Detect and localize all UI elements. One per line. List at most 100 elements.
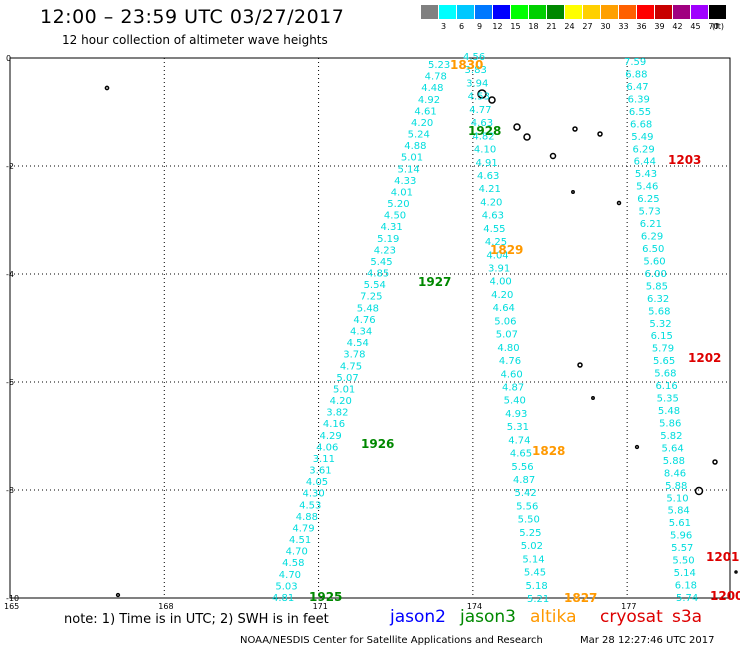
wave-height-value: 4.21 [479, 184, 501, 195]
legend-swatch [619, 5, 636, 19]
pass-number-label: 1829 [490, 243, 523, 257]
legend-bin-label: 18 [528, 22, 539, 31]
wave-height-value: 6.29 [632, 144, 654, 155]
wave-height-value: 5.43 [635, 169, 657, 180]
wave-height-value: 4.88 [404, 141, 426, 152]
wave-height-value: 6.39 [628, 94, 650, 105]
wave-height-value: 5.19 [377, 234, 399, 245]
wave-height-value: 4.91 [475, 158, 497, 169]
footer-note: note: 1) Time is in UTC; 2) SWH is in fe… [64, 612, 329, 627]
legend-bin-label: 30 [600, 22, 611, 31]
legend-swatch [547, 5, 564, 19]
wave-height-value: 4.29 [319, 431, 341, 442]
wave-height-value: 5.74 [676, 593, 698, 604]
wave-height-value: 4.80 [497, 343, 519, 354]
wave-height-value: 3.83 [465, 65, 487, 76]
wave-height-value: 6.68 [630, 119, 652, 130]
wave-height-value: 4.20 [411, 118, 433, 129]
wave-height-value: 4.70 [279, 570, 301, 581]
wave-height-value: 4.05 [306, 477, 328, 488]
wave-height-value: 4.63 [482, 211, 504, 222]
wave-height-value: 4.53 [468, 92, 490, 103]
wave-height-value: 4.64 [493, 303, 515, 314]
wave-height-value: 4.85 [367, 269, 389, 280]
legend-bin-label: 9 [476, 22, 483, 31]
legend-swatch [421, 5, 438, 19]
legend-swatch [637, 5, 654, 19]
wave-height-value: 5.50 [518, 515, 540, 526]
wave-height-value: 4.34 [350, 327, 372, 338]
wave-height-value: 4.93 [505, 409, 527, 420]
wave-height-value: 4.31 [381, 222, 403, 233]
lat-tick-label: -2 [6, 162, 14, 171]
wave-height-value: 6.16 [655, 381, 677, 392]
legend-swatch [673, 5, 690, 19]
island-shape [616, 200, 622, 206]
lat-tick-label: 0 [6, 54, 11, 63]
wave-height-value: 5.42 [515, 488, 537, 499]
wave-height-value: 6.32 [647, 294, 669, 305]
wave-height-value: 6.00 [645, 269, 667, 280]
legend-bin-label: 45 [690, 22, 701, 31]
lat-tick-label: -6 [6, 378, 14, 387]
legend-bin-label: 39 [654, 22, 665, 31]
legend-swatch [511, 5, 528, 19]
wave-height-value: 5.49 [631, 132, 653, 143]
wave-height-value: 4.56 [463, 52, 485, 63]
pass-number-label: 1927 [418, 275, 451, 289]
legend-swatch [691, 5, 708, 19]
wave-height-value: 3.94 [466, 78, 488, 89]
wave-height-value: 5.88 [663, 456, 685, 467]
wave-height-value: 5.64 [661, 443, 683, 454]
legend-altika-label: altika [530, 607, 577, 627]
wave-height-value: 4.50 [384, 211, 406, 222]
wave-height-value: 5.46 [636, 182, 658, 193]
wave-height-value: 5.86 [659, 418, 681, 429]
wave-height-value: 6.50 [642, 244, 664, 255]
lat-tick-label: -8 [6, 486, 14, 495]
wave-height-value: 4.53 [299, 500, 321, 511]
island-shape [115, 592, 121, 598]
wave-height-value: 3.78 [343, 350, 365, 361]
wave-height-value: 4.74 [508, 435, 530, 446]
wave-height-value: 5.03 [275, 581, 297, 592]
legend-swatch [475, 5, 492, 19]
wave-height-value: 5.35 [657, 394, 679, 405]
island-shape [712, 459, 718, 465]
wave-height-value: 5.56 [511, 462, 533, 473]
wave-height-value: 6.21 [640, 219, 662, 230]
wave-height-value: 6.55 [629, 107, 651, 118]
map-subtitle: 12 hour collection of altimeter wave hei… [62, 33, 328, 47]
wave-height-value: 5.07 [496, 330, 518, 341]
credit-line: NOAA/NESDIS Center for Satellite Applica… [240, 635, 543, 646]
wave-height-value: 4.30 [303, 489, 325, 500]
pass-number-label: 1928 [468, 124, 501, 138]
wave-height-value: 3.82 [326, 408, 348, 419]
wave-height-value: 4.81 [272, 593, 294, 604]
wave-height-value: 4.79 [292, 523, 314, 534]
legend-jason2-label: jason2 [390, 607, 446, 627]
wave-height-value: 7.59 [624, 57, 646, 68]
wave-height-value: 4.00 [490, 277, 512, 288]
wave-height-value: 4.10 [474, 145, 496, 156]
island-shape [477, 89, 487, 99]
wave-height-value: 4.63 [477, 171, 499, 182]
wave-height-value: 5.65 [653, 356, 675, 367]
wave-height-value: 5.10 [666, 493, 688, 504]
wave-height-value: 4.87 [513, 475, 535, 486]
wave-height-value: 6.18 [675, 581, 697, 592]
legend-swatch [709, 5, 726, 19]
wave-height-value: 4.25 [485, 237, 507, 248]
wave-height-value: 5.88 [665, 481, 687, 492]
wave-height-value: 5.21 [527, 594, 549, 605]
legend-swatch [493, 5, 510, 19]
wave-height-value: 5.48 [357, 303, 379, 314]
wave-height-value: 4.60 [500, 369, 522, 380]
legend-bin-label: 21 [546, 22, 557, 31]
island-shape [488, 96, 496, 104]
wave-height-value: 4.75 [340, 361, 362, 372]
wave-height-value: 5.60 [643, 256, 665, 267]
wave-height-value: 4.76 [353, 315, 375, 326]
island-shape [591, 396, 595, 400]
